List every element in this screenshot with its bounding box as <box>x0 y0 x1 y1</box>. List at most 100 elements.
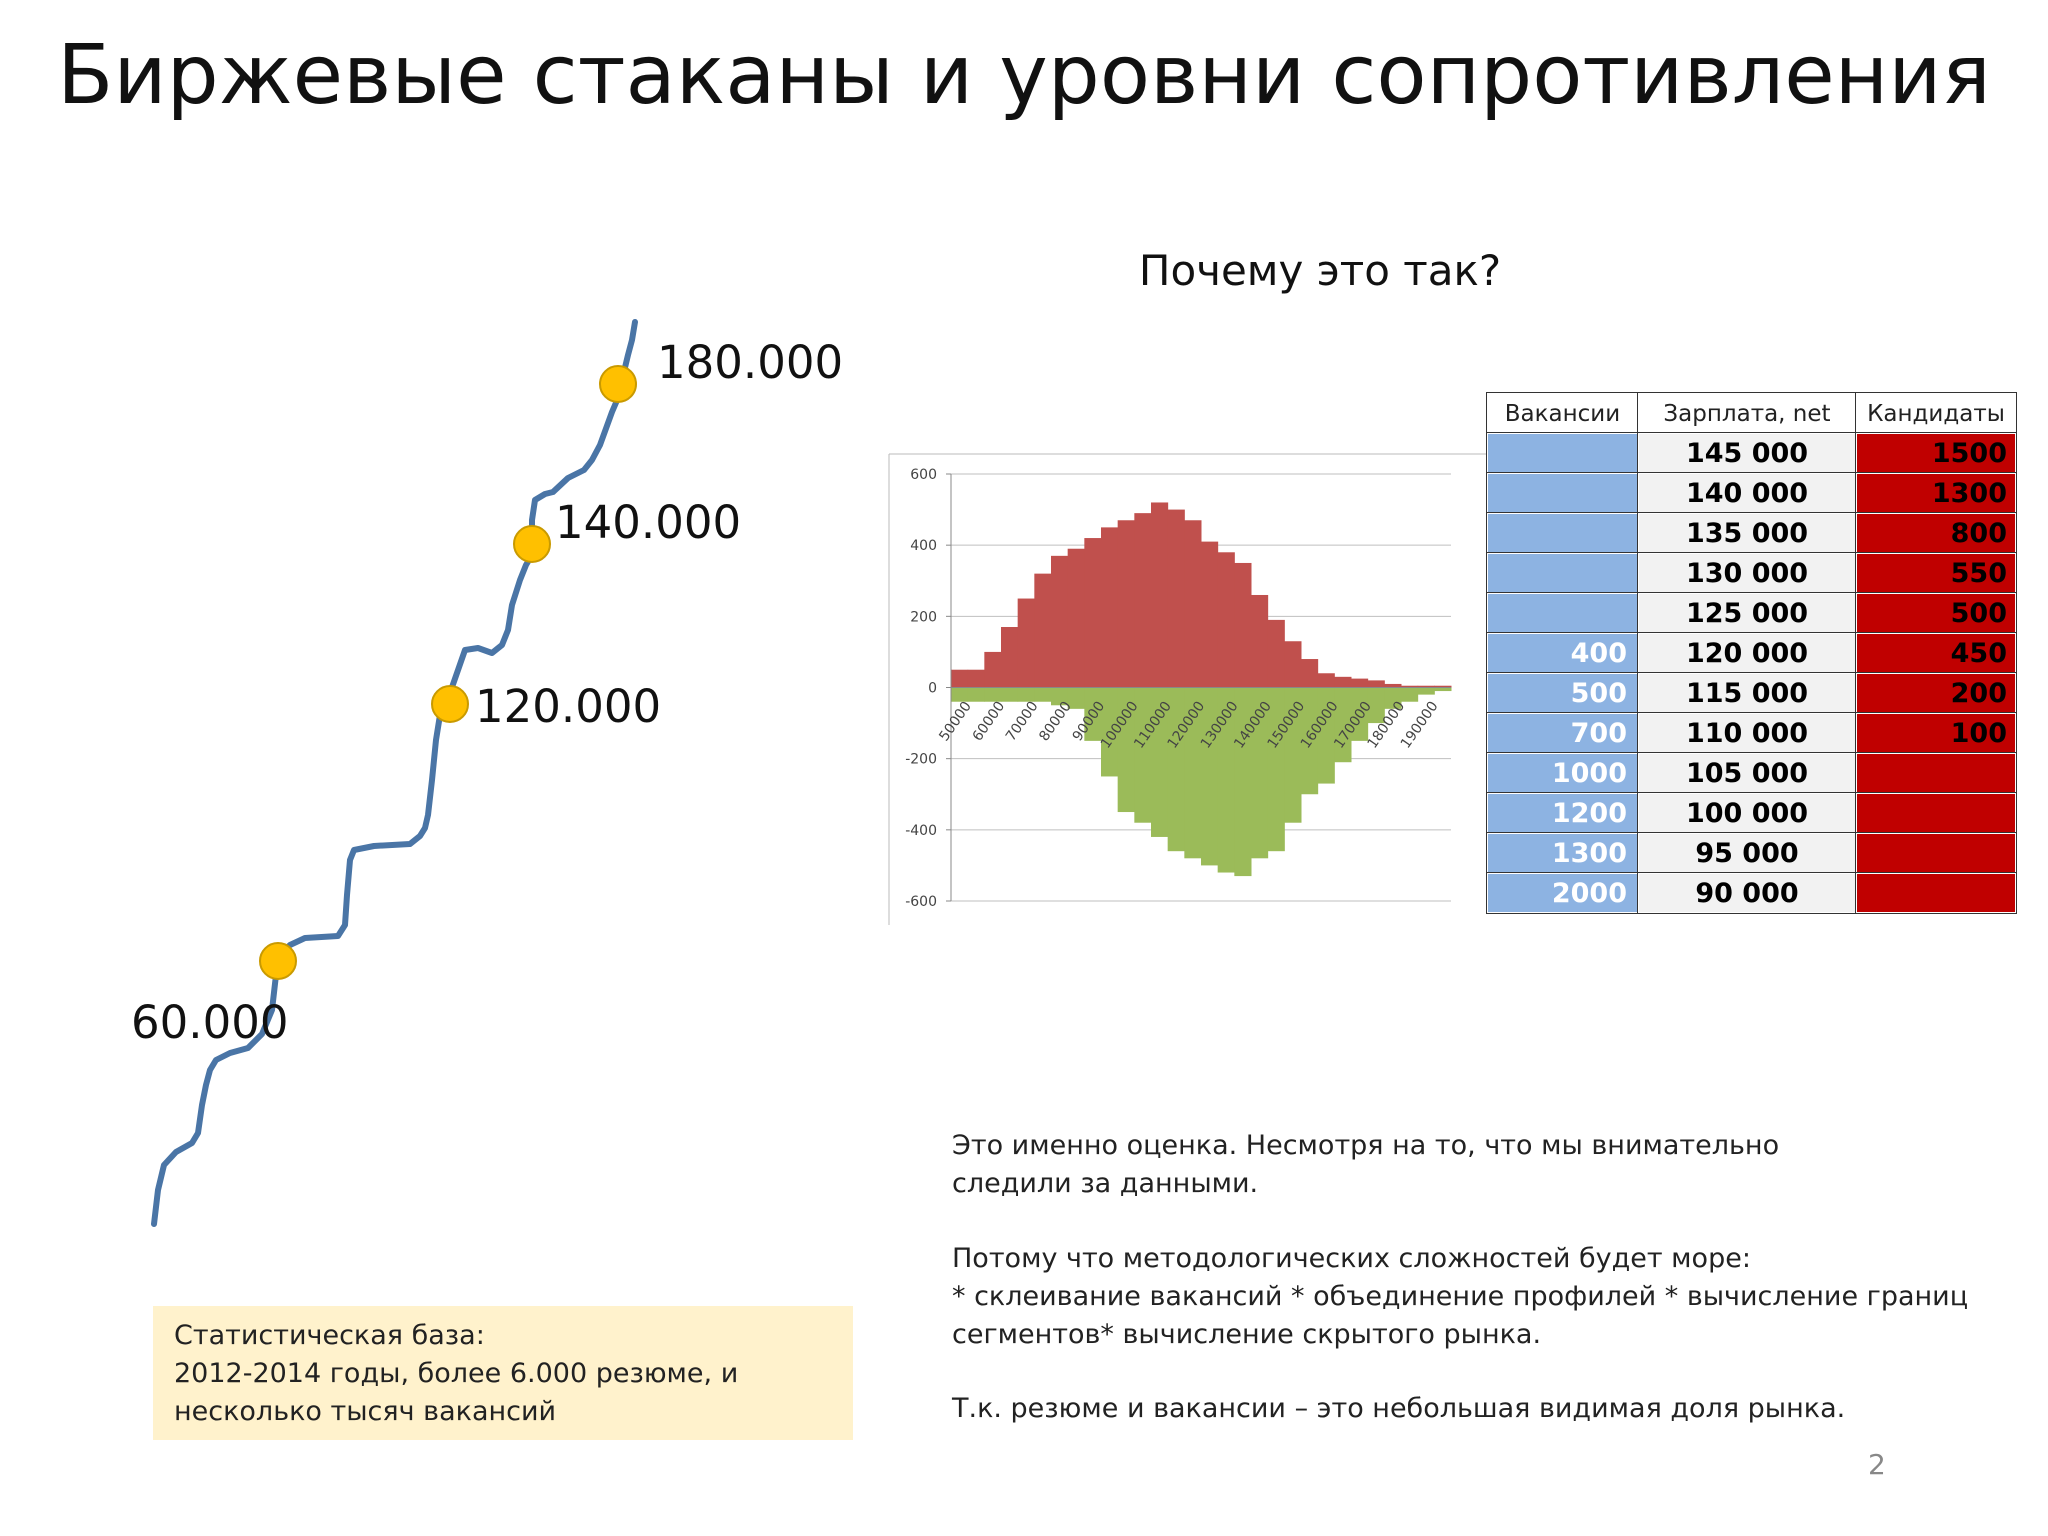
vacancies-bar <box>984 687 1002 702</box>
header-candidates: Кандидаты <box>1855 392 2017 434</box>
y-tick-label: -600 <box>905 894 937 910</box>
candidates-bar <box>1101 527 1119 688</box>
candidates-bar <box>1384 683 1402 688</box>
table-row: 1000 105 000 <box>1486 752 2017 794</box>
table-row: 700 110 000 100 <box>1486 712 2017 754</box>
vacancies-bar <box>1251 687 1269 859</box>
salary-cell: 140 000 <box>1637 472 1857 514</box>
candidates-bar <box>1267 619 1285 688</box>
vacancies-bar <box>1267 687 1285 852</box>
header-vacancies: Вакансии <box>1486 392 1639 434</box>
vacancies-bar <box>1101 687 1119 777</box>
table-header-row: Вакансии Зарплата, net Кандидаты <box>1486 392 2017 434</box>
vacancies-bar <box>1117 687 1135 813</box>
salary-cell: 135 000 <box>1637 512 1857 554</box>
table-row: 500 115 000 200 <box>1486 672 2017 714</box>
level-marker-60 <box>259 942 297 980</box>
vacancies-bar <box>1351 687 1369 741</box>
y-tick-label: 600 <box>910 467 937 483</box>
candidates-bar <box>1251 594 1269 688</box>
vacancies-bar <box>1201 687 1219 866</box>
vacancies-cell <box>1486 592 1639 634</box>
vacancies-cell <box>1486 432 1639 474</box>
note-line: сегментов* вычисление скрытого рынка. <box>952 1319 1542 1350</box>
vacancies-bar <box>1434 687 1452 692</box>
salary-staircase-curve <box>151 319 638 1227</box>
level-marker-120 <box>431 685 469 723</box>
candidates-bar <box>967 669 985 688</box>
candidates-bar <box>1167 509 1185 688</box>
x-tick-label: 50000 <box>936 699 975 745</box>
vacancies-bar <box>1284 687 1302 823</box>
candidates-cell: 450 <box>1855 632 2017 674</box>
candidates-bar <box>1367 680 1385 688</box>
candidates-bar <box>1334 676 1352 688</box>
candidates-bar <box>951 669 969 688</box>
candidates-bar <box>1184 520 1202 688</box>
candidates-cell: 200 <box>1855 672 2017 714</box>
vacancies-cell <box>1486 552 1639 594</box>
staircase-line <box>151 319 638 1227</box>
vacancies-bar <box>1134 687 1152 823</box>
vacancies-bar <box>1084 687 1102 741</box>
vacancies-bar <box>1401 687 1419 702</box>
vacancies-bar <box>1184 687 1202 859</box>
candidates-bar <box>1067 548 1085 688</box>
y-tick-label: -400 <box>905 823 937 839</box>
statistics-note-box: Статистическая база: 2012-2014 годы, бол… <box>153 1306 853 1440</box>
candidates-bar <box>1417 685 1435 688</box>
salary-cell: 105 000 <box>1637 752 1857 794</box>
candidates-bar <box>1201 541 1219 688</box>
candidates-bar <box>1151 502 1169 688</box>
candidates-bar <box>1034 573 1052 688</box>
y-tick-label: 0 <box>928 681 937 697</box>
vacancies-bar <box>967 687 985 702</box>
supply-demand-chart: 600 400 200 0 -200 -400 -600 500006000070000800… <box>888 453 1486 925</box>
vacancies-cell <box>1486 512 1639 554</box>
table-row: 400 120 000 450 <box>1486 632 2017 674</box>
slide-title: Биржевые стаканы и уровни сопротивления <box>57 28 1991 123</box>
page-number: 2 <box>1868 1448 1886 1481</box>
note-line: Т.к. резюме и вакансии – это небольшая в… <box>952 1393 1846 1424</box>
vacancies-bar <box>1067 687 1085 709</box>
y-tick-label: -200 <box>905 752 937 768</box>
level-label-60: 60.000 <box>131 996 289 1049</box>
vacancies-bar <box>1417 687 1435 695</box>
candidates-bar <box>984 651 1002 688</box>
vacancies-bar <box>1384 687 1402 709</box>
table-row: 2000 90 000 <box>1486 872 2017 914</box>
candidates-bar <box>1351 678 1369 688</box>
x-tick-label: 70000 <box>1003 699 1042 745</box>
table-row: 125 000 500 <box>1486 592 2017 634</box>
candidates-cell <box>1855 832 2017 874</box>
vacancies-cell <box>1486 472 1639 514</box>
salary-cell: 120 000 <box>1637 632 1857 674</box>
vacancies-bar <box>951 687 969 702</box>
vacancies-bar <box>1001 687 1019 702</box>
candidates-bar <box>1051 555 1069 688</box>
salary-cell: 90 000 <box>1637 872 1857 914</box>
candidates-bar <box>1234 562 1252 688</box>
vacancies-bar <box>1317 687 1335 784</box>
candidates-cell: 500 <box>1855 592 2017 634</box>
candidates-cell: 1500 <box>1855 432 2017 474</box>
candidates-bar <box>1001 627 1019 688</box>
salary-cell: 95 000 <box>1637 832 1857 874</box>
salary-cell: 100 000 <box>1637 792 1857 834</box>
vacancies-cell: 700 <box>1486 712 1639 754</box>
candidates-bar <box>1084 538 1102 688</box>
stat-line: Статистическая база: <box>174 1320 485 1351</box>
level-marker-140 <box>513 525 551 563</box>
table-row: 1300 95 000 <box>1486 832 2017 874</box>
subtitle: Почему это так? <box>1138 246 1502 295</box>
note-line: * склеивание вакансий * объединение проф… <box>952 1281 1969 1312</box>
vacancies-bar <box>1217 687 1235 873</box>
note-line: Потому что методологических сложностей б… <box>952 1243 1751 1274</box>
vacancies-bar <box>1234 687 1252 877</box>
orderbook-table: Вакансии Зарплата, net Кандидаты 145 000 150… <box>1486 392 2017 914</box>
table-row: 145 000 1500 <box>1486 432 2017 474</box>
vacancies-bar <box>1151 687 1169 837</box>
salary-cell: 130 000 <box>1637 552 1857 594</box>
table-row: 130 000 550 <box>1486 552 2017 594</box>
vacancies-bar <box>1301 687 1319 795</box>
